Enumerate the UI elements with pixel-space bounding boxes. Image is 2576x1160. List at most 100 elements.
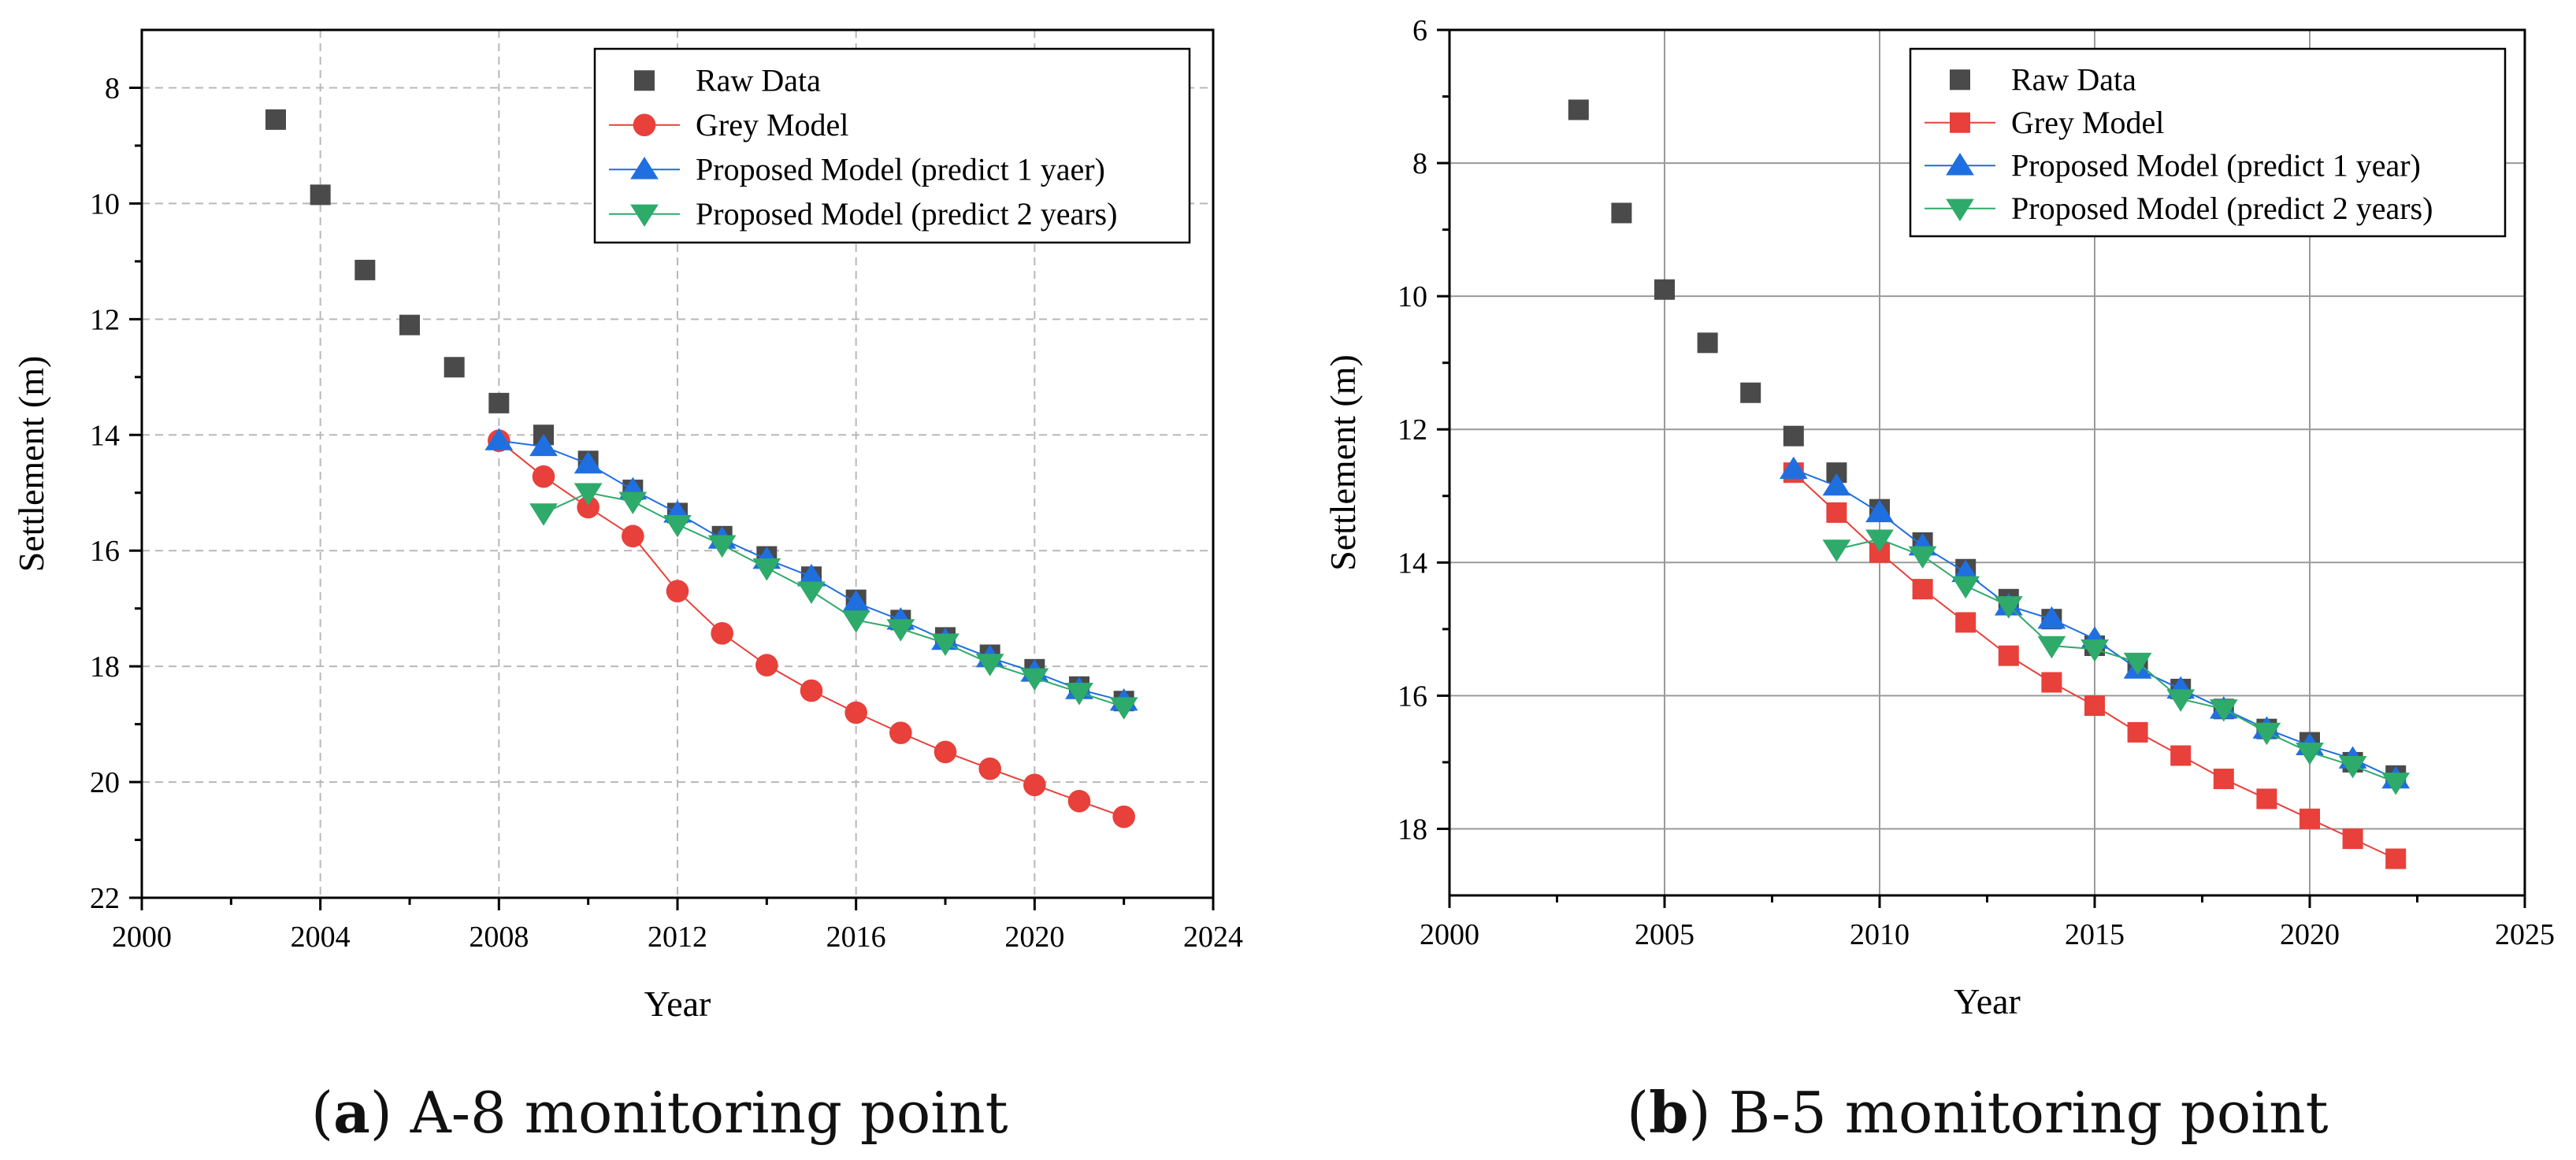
data-point [618,491,648,515]
y-tick-label: 22 [90,882,120,915]
y-axis-label: Settlement (m) [1323,354,1363,571]
legend-label: Grey Model [696,107,848,143]
legend-label: Grey Model [2011,105,2164,140]
data-point [2084,695,2105,717]
data-point [1912,579,1933,600]
legend: Raw Data Grey Model Proposed Model (predic… [593,47,1191,244]
data-point [2037,606,2066,629]
data-point [2299,808,2320,829]
data-point [1112,805,1135,828]
data-point [931,633,960,656]
legend-label: Raw Data [696,62,821,98]
y-axis-label: Settlement (m) [11,356,51,573]
data-point [2213,769,2234,790]
data-point [797,581,826,604]
data-point [2037,636,2066,659]
data-point [1697,332,1718,354]
data-point [573,450,603,474]
legend: Raw Data Grey Model Proposed Model (predic… [1909,47,2507,238]
x-tick-label: 2000 [1420,918,1479,951]
legend-label: Proposed Model (predict 2 years) [2011,191,2433,226]
data-point [1020,668,1049,691]
x-tick-label: 2012 [648,921,707,954]
data-point [573,483,603,506]
y-tick-label: 20 [90,766,120,799]
data-point [707,535,737,558]
legend-marker [1950,112,1970,133]
caption-b-label: b [1649,1079,1689,1146]
data-point [2041,672,2062,693]
y-tick-label: 14 [1397,547,1427,580]
data-point [1955,612,1977,633]
x-tick-label: 2008 [469,921,529,954]
data-point [663,514,692,538]
data-point [532,465,555,488]
legend-box [593,47,1191,244]
y-tick-label: 12 [90,303,120,336]
y-tick-label: 14 [90,419,120,452]
x-tick-label: 2015 [2065,918,2125,951]
caption-b-text: B-5 monitoring point [1710,1080,2329,1146]
data-point [841,590,870,613]
y-tick-label: 6 [1412,14,1427,47]
x-tick-label: 2025 [2495,918,2555,951]
data-point [1779,456,1808,480]
data-point [1865,529,1894,552]
series-proposed-model-predict-2-years [1822,529,2411,795]
data-point [1023,773,1046,797]
data-point [1611,202,1632,224]
data-point [1826,502,1847,523]
legend-marker [1950,69,1970,91]
x-tick-label: 2016 [826,921,886,954]
data-point [841,610,870,633]
data-point [666,580,689,602]
data-point [2256,788,2277,810]
data-point [310,184,331,206]
data-point [1951,576,1980,599]
data-point [1783,425,1804,447]
data-point [1822,539,1851,562]
legend-marker [634,70,655,91]
legend-label: Raw Data [2011,61,2136,97]
data-point [1998,645,2019,666]
data-point [1822,473,1851,496]
legend-label: Proposed Model (predict 1 year) [2011,147,2421,183]
data-point [934,740,957,764]
data-point [1065,683,1093,706]
x-tick-label: 2010 [1850,918,1910,951]
data-point [889,721,912,744]
x-tick-label: 2020 [1004,921,1064,954]
y-tick-label: 18 [1397,813,1427,846]
data-point [978,757,1001,780]
data-point [265,109,286,130]
y-tick-label: 10 [90,187,120,221]
data-point [2166,689,2196,712]
data-point [844,701,867,725]
data-point [886,619,915,642]
y-tick-label: 16 [90,535,120,568]
y-tick-label: 18 [90,650,120,684]
data-point [2385,848,2407,869]
data-point [529,433,558,457]
data-point [529,503,558,526]
data-point [800,679,823,702]
data-point [797,564,826,587]
x-tick-label: 2020 [2280,918,2340,951]
x-tick-label: 2004 [291,921,351,954]
data-point [975,654,1004,676]
y-tick-label: 8 [105,72,120,105]
legend-label: Proposed Model (predict 1 yaer) [696,151,1105,187]
data-point [1109,697,1138,720]
x-axis-label: Year [1954,981,2021,1021]
data-point [2170,745,2192,766]
chart-a: 2000 2004 2008 2012 2016 2020 2024 8 10 12 14 16 18 2… [11,28,1243,1024]
x-axis-label: Year [644,984,711,1024]
y-tick-label: 10 [1397,280,1427,313]
caption-a: (a) A-8 monitoring point [311,1079,1008,1146]
data-point [577,495,599,519]
legend-marker [630,204,659,227]
data-point [711,621,733,645]
x-tick-label: 2005 [1635,918,1694,951]
data-point [1865,499,1894,523]
data-point [2080,639,2109,662]
